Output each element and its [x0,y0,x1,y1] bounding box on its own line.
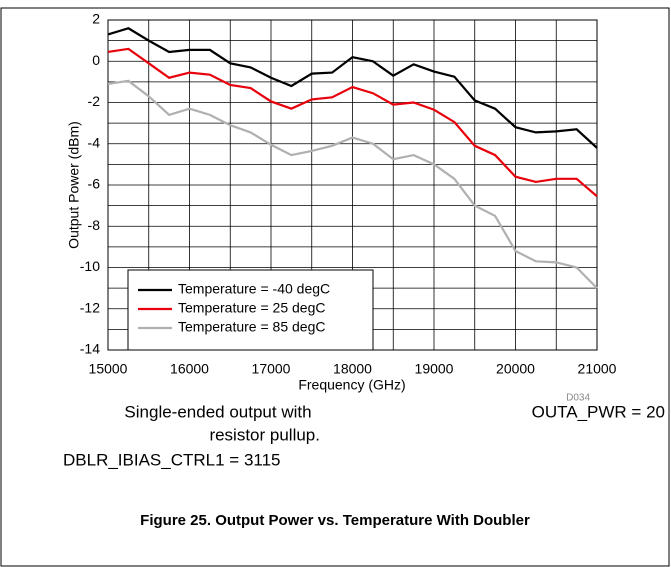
note: resistor pullup. [209,425,320,444]
y-tick-label: -8 [88,217,101,233]
frame [0,7,670,567]
series-line [107,79,598,289]
legend-label: Temperature = -40 degC [178,281,330,297]
x-tick-label: 17000 [252,361,291,377]
legend-label: Temperature = 25 degC [178,300,325,316]
series-line [107,27,598,149]
note: Single-ended output with [124,402,311,421]
y-axis-label: Output Power (dBm) [66,121,82,249]
x-tick-label: 16000 [170,361,209,377]
y-tick-label: -4 [88,134,101,150]
y-tick-label: -14 [80,341,100,357]
x-tick-label: 18000 [333,361,372,377]
y-tick-label: -10 [80,258,100,274]
y-tick-label: -2 [88,93,101,109]
y-tick-label: 0 [92,52,100,68]
series-line [107,47,598,198]
y-tick-label: 2 [92,11,100,27]
figure-id: D034 [566,393,590,404]
y-tick-label: -12 [80,299,100,315]
x-tick-label: 19000 [415,361,454,377]
x-tick-label: 21000 [578,361,617,377]
legend-label: Temperature = 85 degC [178,319,325,335]
x-axis-label: Frequency (GHz) [298,377,405,393]
note: DBLR_IBIAS_CTRL1 = 3115 [63,450,281,469]
caption: Figure 25. Output Power vs. Temperature … [140,512,530,529]
note: OUTA_PWR = 20 [532,402,665,421]
x-tick-label: 20000 [496,361,535,377]
y-tick-label: -6 [88,176,101,192]
x-tick-label: 15000 [89,361,128,377]
